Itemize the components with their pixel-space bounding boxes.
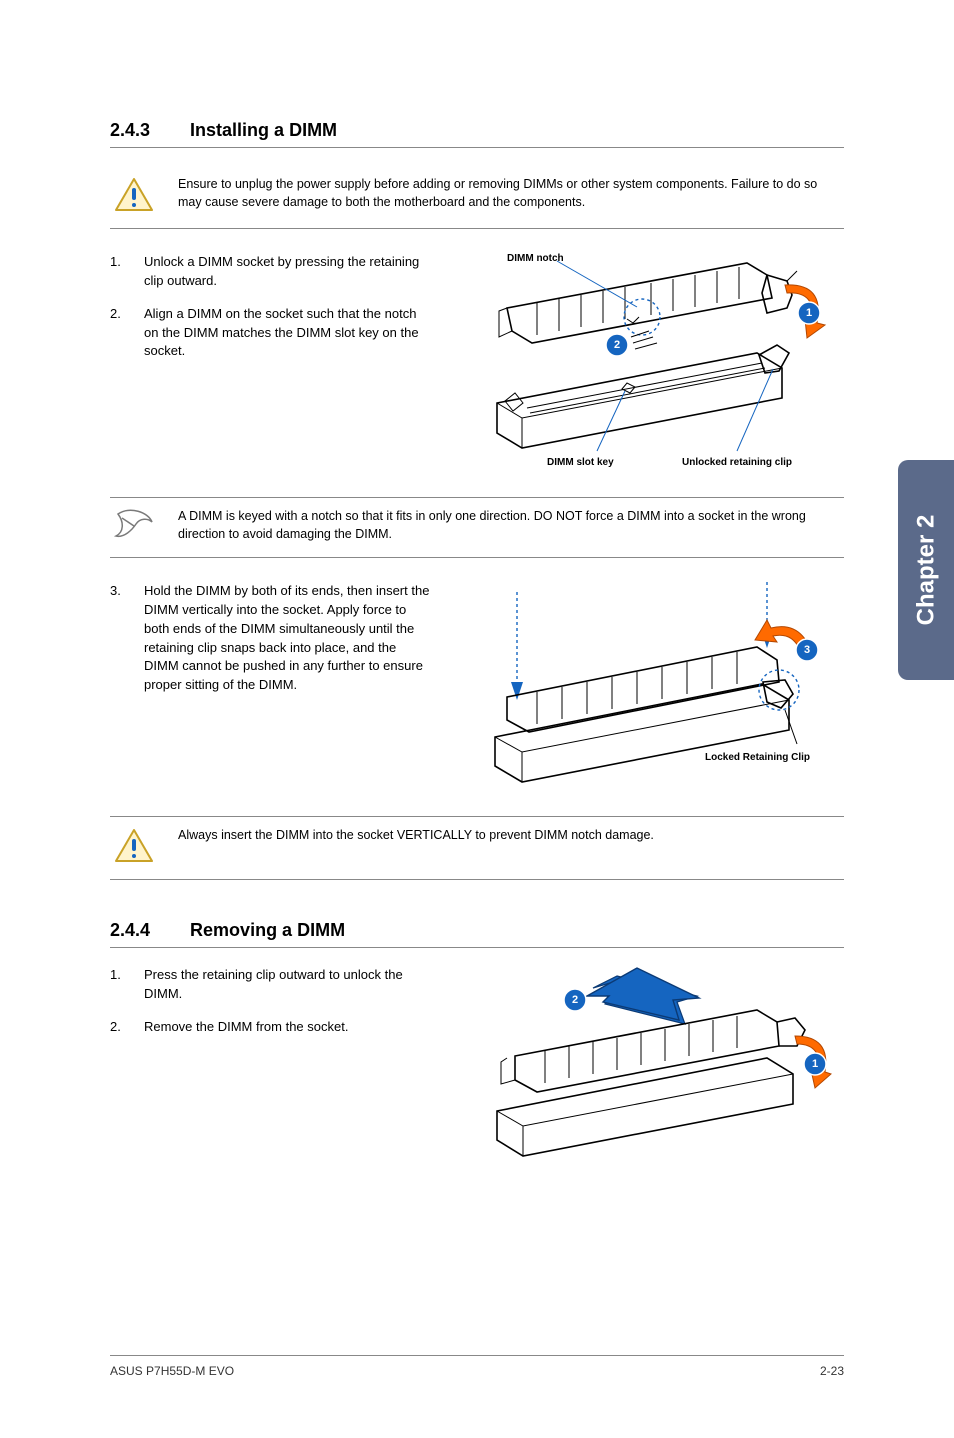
- section-heading-install: 2.4.3 Installing a DIMM: [110, 120, 844, 148]
- step-number: 2.: [110, 1018, 122, 1037]
- warning-text-top: Ensure to unplug the power supply before…: [178, 176, 844, 211]
- install-steps-b: 3. Hold the DIMM by both of its ends, th…: [110, 582, 430, 792]
- list-item: 1. Unlock a DIMM socket by pressing the …: [110, 253, 430, 291]
- figure-dimm-remove: 2 1: [460, 966, 844, 1166]
- remove-steps: 1. Press the retaining clip outward to u…: [110, 966, 430, 1166]
- step-number: 1.: [110, 253, 122, 291]
- step-number: 2.: [110, 305, 122, 362]
- install-steps-a: 1. Unlock a DIMM socket by pressing the …: [110, 253, 430, 473]
- caution-icon: [110, 827, 158, 865]
- install-row-b: 3. Hold the DIMM by both of its ends, th…: [110, 582, 844, 792]
- page-footer: ASUS P7H55D-M EVO 2-23: [110, 1355, 844, 1378]
- section-heading-remove: 2.4.4 Removing a DIMM: [110, 920, 844, 948]
- note-text: A DIMM is keyed with a notch so that it …: [178, 508, 844, 543]
- step-text: Remove the DIMM from the socket.: [144, 1018, 348, 1037]
- step-text: Press the retaining clip outward to unlo…: [144, 966, 430, 1004]
- badge-two: 2: [572, 994, 578, 1006]
- footer-left: ASUS P7H55D-M EVO: [110, 1364, 234, 1378]
- step-text: Hold the DIMM by both of its ends, then …: [144, 582, 430, 695]
- step-number: 1.: [110, 966, 122, 1004]
- badge-one: 1: [812, 1058, 818, 1070]
- chapter-side-tab-label: Chapter 2: [912, 515, 940, 626]
- figure-dimm-lock: 3 Locked Retaining Clip: [460, 582, 844, 792]
- label-unlocked-clip: Unlocked retaining clip: [682, 457, 792, 468]
- step-text: Unlock a DIMM socket by pressing the ret…: [144, 253, 430, 291]
- label-dimm-slot-key: DIMM slot key: [547, 457, 614, 468]
- label-locked-clip: Locked Retaining Clip: [705, 752, 810, 763]
- list-item: 1. Press the retaining clip outward to u…: [110, 966, 430, 1004]
- step-text: Align a DIMM on the socket such that the…: [144, 305, 430, 362]
- caution-icon: [110, 176, 158, 214]
- step-number: 3.: [110, 582, 122, 695]
- warning-callout-top: Ensure to unplug the power supply before…: [110, 166, 844, 229]
- list-item: 2. Remove the DIMM from the socket.: [110, 1018, 430, 1037]
- section-title: Removing a DIMM: [190, 920, 345, 941]
- warning-callout-bottom: Always insert the DIMM into the socket V…: [110, 816, 844, 880]
- badge-two: 2: [614, 339, 620, 351]
- label-dimm-notch: DIMM notch: [507, 253, 564, 264]
- footer-right: 2-23: [820, 1364, 844, 1378]
- figure-dimm-unlock: 1 2 DIMM notch DIMM slot key Unlocked re…: [460, 253, 844, 473]
- chapter-side-tab: Chapter 2: [898, 460, 954, 680]
- install-row-a: 1. Unlock a DIMM socket by pressing the …: [110, 253, 844, 473]
- section-title: Installing a DIMM: [190, 120, 337, 141]
- section-number: 2.4.4: [110, 920, 150, 941]
- list-item: 2. Align a DIMM on the socket such that …: [110, 305, 430, 362]
- list-item: 3. Hold the DIMM by both of its ends, th…: [110, 582, 430, 695]
- badge-one: 1: [806, 307, 812, 319]
- remove-row: 1. Press the retaining clip outward to u…: [110, 966, 844, 1166]
- warning-text-bottom: Always insert the DIMM into the socket V…: [178, 827, 844, 845]
- note-icon: [110, 508, 158, 542]
- note-callout: A DIMM is keyed with a notch so that it …: [110, 497, 844, 558]
- badge-three: 3: [804, 644, 810, 656]
- page-content: 2.4.3 Installing a DIMM Ensure to unplug…: [0, 0, 954, 1250]
- section-number: 2.4.3: [110, 120, 150, 141]
